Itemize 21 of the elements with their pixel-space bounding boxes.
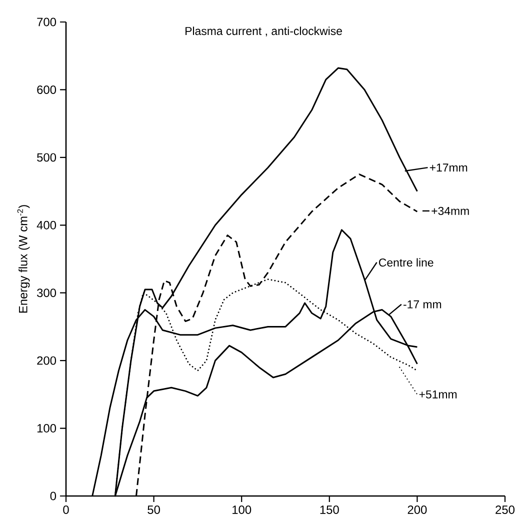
x-tick-label: 100 (232, 506, 252, 514)
legend-label: -17 mm (404, 300, 442, 308)
x-tick-label: 250 (496, 506, 515, 514)
x-tick-label: 200 (408, 506, 427, 514)
x-tick-label: 50 (148, 506, 160, 514)
y-tick-label: 200 (37, 356, 56, 365)
y-tick-label: 400 (36, 220, 56, 230)
y-tick-label: 0 (50, 492, 56, 500)
y-tick-label: 600 (37, 85, 56, 94)
y-tick-label: 700 (37, 18, 56, 26)
x-tick-label: 0 (63, 506, 69, 514)
series-label: Centre line (378, 258, 434, 267)
x-tick-label: 150 (320, 506, 339, 514)
legend-label: +34mm (432, 206, 469, 215)
chart-title: Plasma current , anti-clockwise (186, 26, 342, 36)
y-tick-label: 300 (37, 288, 56, 298)
y-tick-label: 100 (37, 424, 56, 433)
series-label: +51mm (419, 390, 457, 398)
y-axis-title: Energy flux (W cm$^{-2}$) (17, 205, 30, 313)
y-tick-label: 500 (37, 153, 56, 162)
legend-label: +17mm (430, 164, 468, 172)
